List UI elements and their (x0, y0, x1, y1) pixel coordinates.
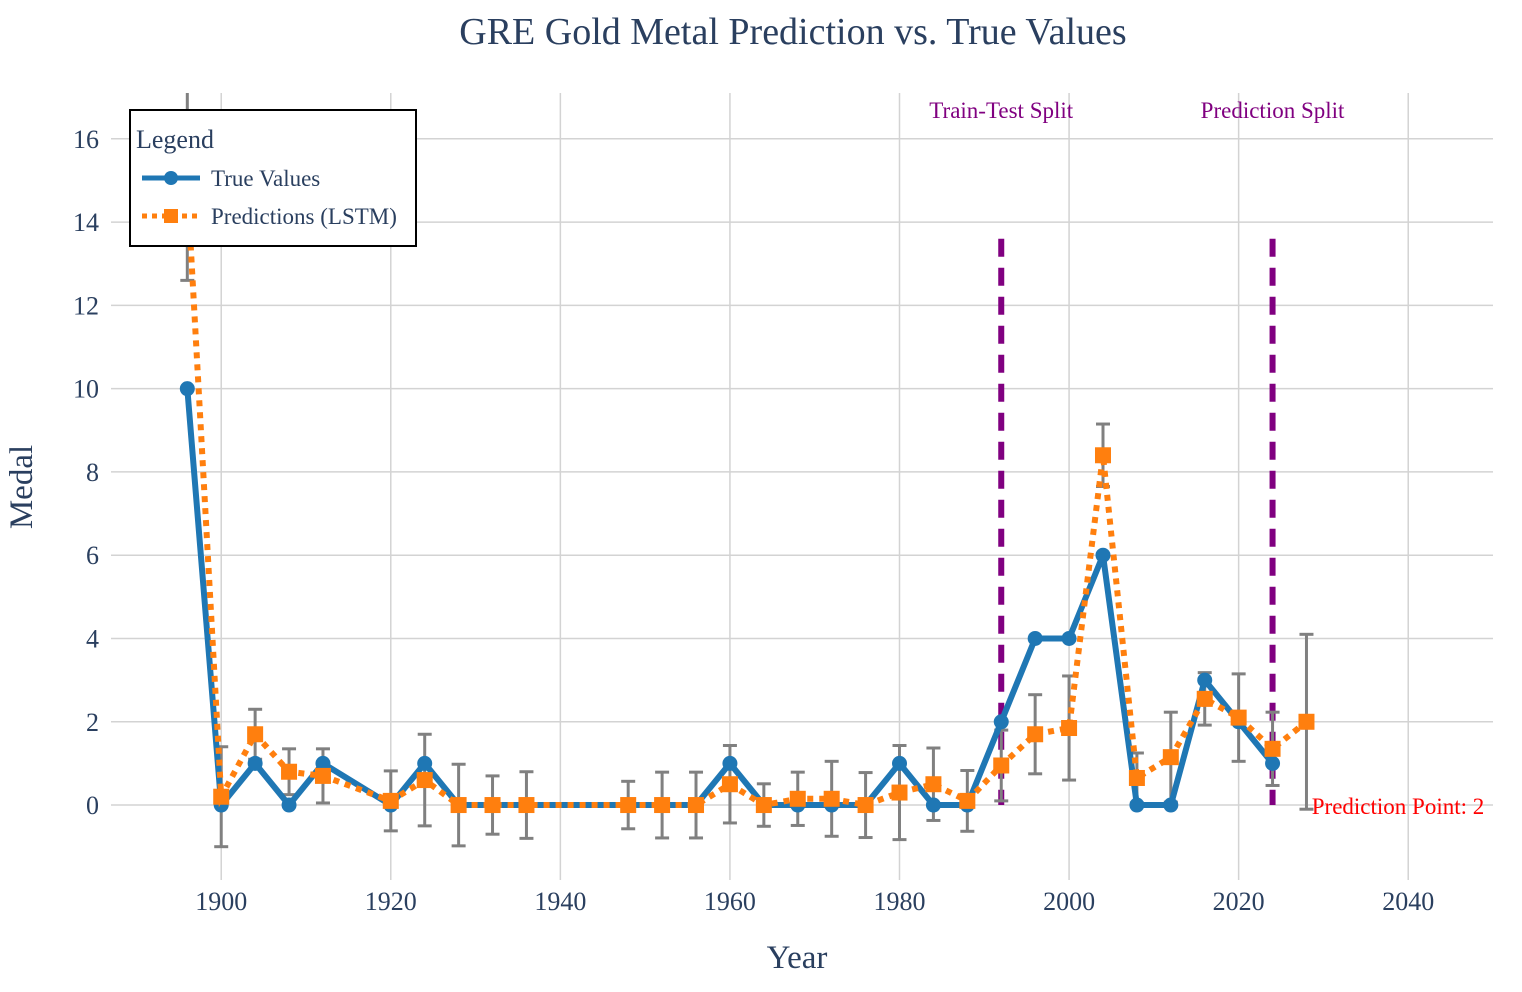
true-value-point (315, 755, 331, 771)
plot-area (179, 93, 1315, 849)
y-axis-ticks: 0 2 4 6 8 10 12 14 16 (73, 125, 99, 820)
y-tick-label: 10 (73, 375, 99, 404)
true-value-point (1129, 797, 1145, 813)
prediction-point (620, 797, 637, 814)
prediction-point (1230, 709, 1247, 726)
prediction-point (789, 790, 806, 807)
true-value-point (179, 381, 195, 397)
true-value-point (1061, 630, 1077, 646)
prediction-point (857, 797, 874, 814)
prediction-point (755, 797, 772, 814)
true-value-point (925, 797, 941, 813)
prediction-point (721, 776, 738, 793)
y-axis-title: Medal (4, 445, 40, 529)
true-value-point (1197, 672, 1213, 688)
true-value-point (247, 755, 263, 771)
legend: Legend True Values Predictions (LSTM) (129, 109, 417, 247)
split-label: Train-Test Split (929, 98, 1073, 123)
predictions-line (184, 184, 1309, 809)
prediction-point (1094, 447, 1111, 464)
prediction-point (993, 757, 1010, 774)
true-value-point (722, 755, 738, 771)
x-tick-label: 1960 (704, 887, 756, 916)
y-tick-label: 12 (73, 291, 99, 320)
prediction-point (213, 788, 230, 805)
prediction-point (450, 797, 467, 814)
prediction-point (1196, 690, 1213, 707)
prediction-point (314, 767, 331, 784)
legend-title: Legend (136, 125, 214, 154)
true-value-point (892, 755, 908, 771)
x-tick-label: 2000 (1043, 887, 1095, 916)
split-lines: Train-Test Split Prediction Split (929, 98, 1345, 806)
legend-true-label: True Values (211, 166, 320, 191)
prediction-point (925, 776, 942, 793)
prediction-point (247, 726, 264, 743)
prediction-point (688, 797, 705, 814)
prediction-point (1298, 713, 1315, 730)
true-value-point (993, 714, 1009, 730)
prediction-point (281, 763, 298, 780)
y-tick-label: 0 (86, 791, 99, 820)
x-axis-ticks: 1900 1920 1940 1960 1980 2000 2020 2040 (195, 887, 1434, 916)
true-value-point (1027, 630, 1043, 646)
y-tick-label: 8 (86, 458, 99, 487)
prediction-point (1061, 720, 1078, 737)
true-value-point (1095, 547, 1111, 563)
prediction-point-label: Prediction Point: 2 (1312, 794, 1485, 819)
split-label: Prediction Split (1201, 98, 1345, 123)
x-tick-label: 2020 (1213, 887, 1265, 916)
prediction-point (959, 792, 976, 809)
true-value-point (1163, 797, 1179, 813)
prediction-point (1162, 749, 1179, 766)
true-value-point (417, 755, 433, 771)
prediction-point (823, 790, 840, 807)
x-tick-label: 1980 (874, 887, 926, 916)
series-predictions (179, 176, 1315, 814)
prediction-point (891, 784, 908, 801)
prediction-point (1264, 740, 1281, 757)
legend-pred-label: Predictions (LSTM) (211, 204, 397, 229)
prediction-point (1128, 769, 1145, 786)
x-tick-label: 1940 (534, 887, 586, 916)
legend-true-marker (164, 171, 178, 185)
x-tick-label: 1920 (365, 887, 417, 916)
prediction-point (1027, 726, 1044, 743)
prediction-point (654, 797, 671, 814)
prediction-point (484, 797, 501, 814)
grid (111, 93, 1493, 880)
y-tick-label: 2 (86, 708, 99, 737)
y-tick-label: 4 (86, 624, 99, 653)
annotations: Prediction Point: 2 (1312, 794, 1485, 819)
y-tick-label: 16 (73, 125, 99, 154)
x-tick-label: 1900 (195, 887, 247, 916)
x-axis-title: Year (767, 940, 828, 976)
chart-title: GRE Gold Metal Prediction vs. True Value… (459, 11, 1126, 53)
true-value-point (1265, 755, 1281, 771)
prediction-point (518, 797, 535, 814)
prediction-point (416, 772, 433, 789)
true-value-point (281, 797, 297, 813)
prediction-point (382, 792, 399, 809)
legend-pred-marker (164, 209, 178, 223)
y-tick-label: 14 (73, 208, 99, 237)
y-tick-label: 6 (86, 541, 99, 570)
x-tick-label: 2040 (1382, 887, 1434, 916)
